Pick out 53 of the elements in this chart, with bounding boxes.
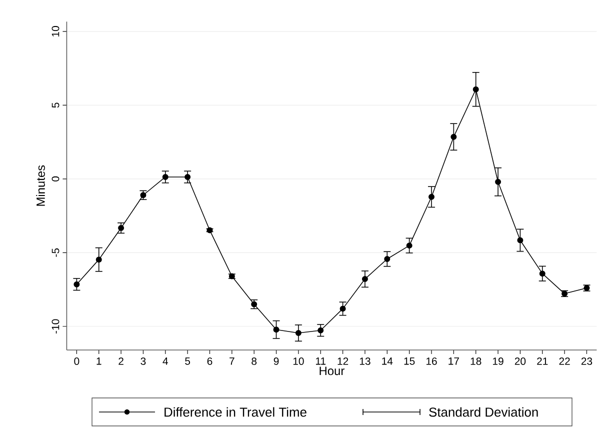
point	[162, 174, 168, 180]
point	[96, 256, 102, 263]
y-tick-label: 10	[52, 26, 60, 36]
x-tick-label: 1	[96, 358, 102, 365]
point	[318, 327, 324, 334]
x-tick-label: 19	[493, 358, 504, 365]
text: Standard Deviation	[429, 407, 538, 417]
point	[450, 134, 457, 140]
x-tick-label: 23	[581, 358, 592, 365]
y-axis-title: Minutes	[36, 165, 45, 206]
x-tick-label: 21	[537, 358, 548, 365]
x-tick-label: 10	[293, 358, 304, 365]
x-tick-label: 13	[360, 358, 370, 365]
point	[539, 270, 546, 277]
point	[428, 194, 434, 200]
x-tick-label: 17	[448, 358, 459, 365]
point	[74, 281, 80, 288]
point	[273, 326, 280, 333]
point	[295, 330, 302, 336]
point	[517, 237, 524, 244]
point	[384, 256, 390, 262]
x-tick-label: 16	[426, 358, 437, 365]
x-tick-label: 5	[185, 358, 190, 365]
x-tick-label: 2	[118, 358, 124, 365]
x-tick-label: 4	[162, 358, 168, 365]
x-tick-label: 18	[470, 358, 482, 365]
x-tick-label: 14	[382, 358, 393, 365]
point	[495, 178, 502, 185]
x-tick-label: 6	[207, 358, 212, 365]
point	[140, 192, 146, 198]
y-tick-label: 5	[52, 102, 60, 108]
x-tick-label: 0	[74, 358, 80, 365]
x-tick-label: 9	[274, 358, 279, 365]
point	[251, 301, 258, 308]
point	[362, 276, 368, 282]
x-tick-label: 20	[514, 358, 526, 365]
y-tick-label: -10	[52, 319, 60, 334]
point	[340, 306, 346, 312]
point	[118, 225, 124, 232]
point	[406, 242, 412, 249]
point	[184, 174, 191, 180]
x-axis-title: Hour	[320, 366, 344, 376]
x-tick-label: 3	[140, 358, 146, 365]
x-tick-label: 22	[559, 358, 570, 365]
y-tick-label: 0	[52, 176, 60, 182]
x-tick-label: 12	[338, 358, 348, 365]
x-tick-label: 7	[230, 358, 234, 365]
x-tick-label: 8	[252, 358, 257, 365]
x-tick-label: 15	[404, 358, 415, 365]
x-tick-label: 11	[316, 358, 326, 365]
y-tick-label: -5	[52, 248, 60, 257]
legend-label: Difference in Travel Time	[164, 407, 306, 417]
point	[472, 86, 479, 92]
